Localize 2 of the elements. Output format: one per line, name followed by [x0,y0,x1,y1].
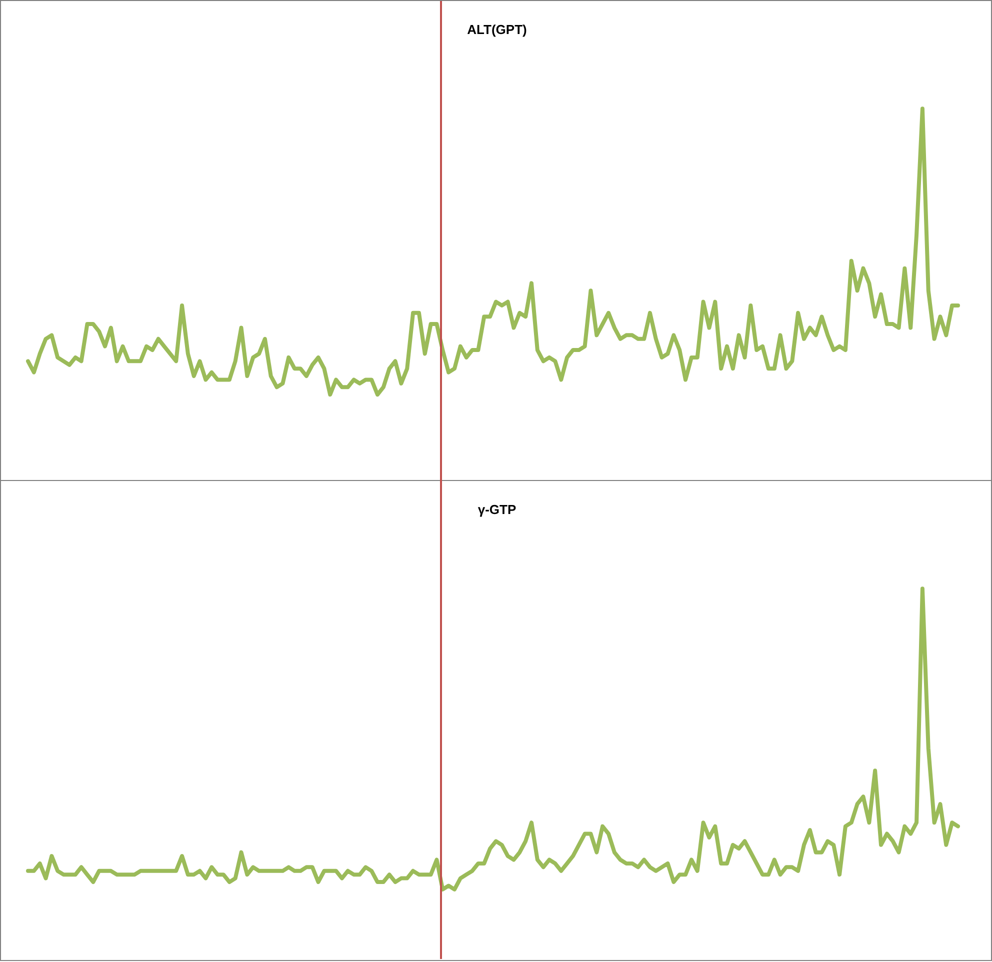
chart-title: ALT(GPT) [466,22,528,37]
chart-title: γ-GTP [476,502,518,517]
